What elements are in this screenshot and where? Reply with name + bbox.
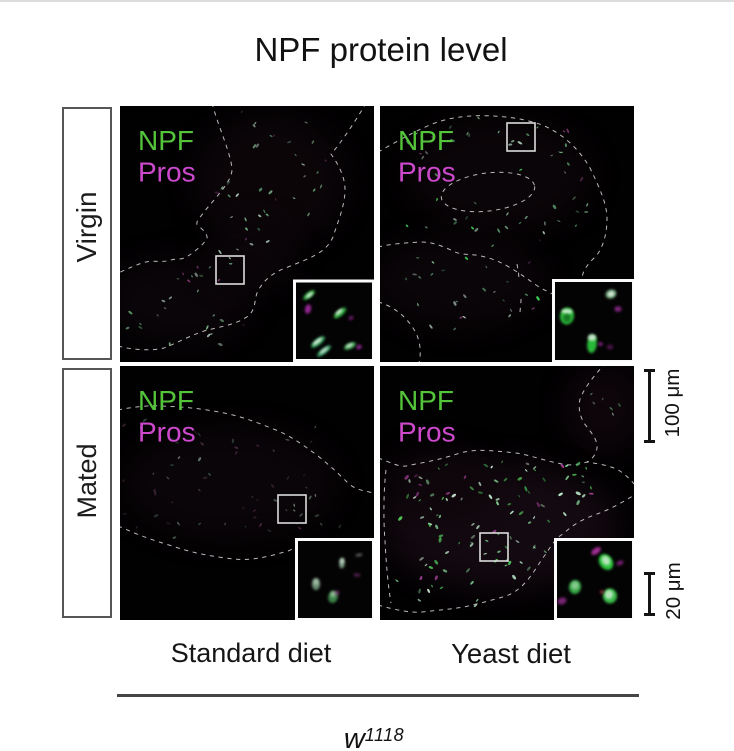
svg-text:NPF: NPF xyxy=(398,385,454,416)
svg-text:NPF: NPF xyxy=(398,125,454,156)
svg-text:NPF: NPF xyxy=(138,125,194,156)
svg-text:Pros: Pros xyxy=(138,157,196,188)
svg-text:Pros: Pros xyxy=(138,417,196,448)
svg-text:Pros: Pros xyxy=(398,417,456,448)
svg-text:Pros: Pros xyxy=(398,157,456,188)
svg-text:NPF: NPF xyxy=(138,385,194,416)
